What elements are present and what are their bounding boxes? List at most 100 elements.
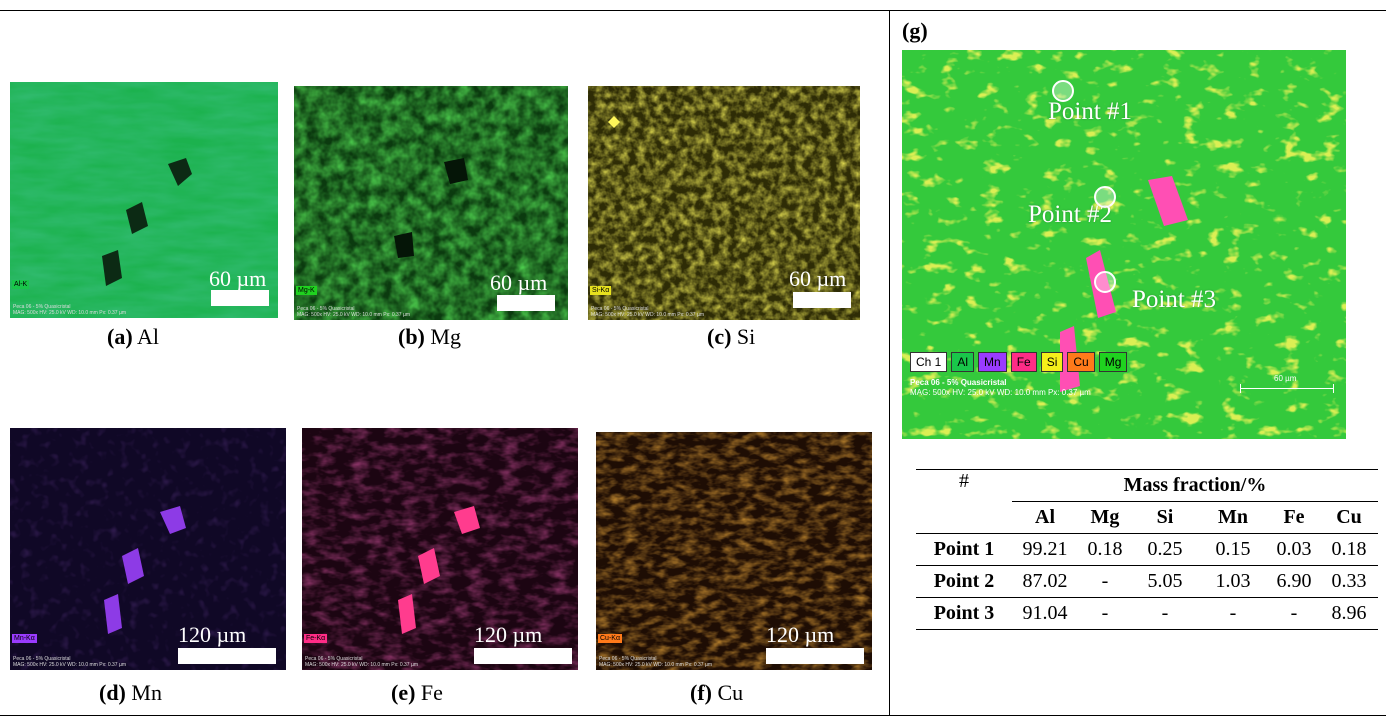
table-row: Point 2 87.02 - 5.05 1.03 6.90 0.33 [916,565,1378,598]
table-cell: 0.33 [1320,565,1378,598]
element-tag: Mn-Kα [12,634,37,643]
legend-chip: Fe [1010,352,1037,372]
column-header: Cu [1336,506,1362,528]
table-cell: 91.04 [1012,597,1078,630]
point-marker-1 [1052,80,1074,102]
table-cell: 6.90 [1268,565,1320,598]
scale-label: 120 µm [766,622,835,647]
element-tag: Cu-Kα [598,634,622,643]
table-cell: 0.03 [1268,533,1320,566]
table-cell: 5.05 [1132,565,1198,598]
image-metadata: Peca 06 - 5% Quasicristal MAG: 500x HV: … [305,656,419,668]
point-marker-2 [1094,186,1116,208]
table-cell: - [1132,597,1198,630]
point-marker-3 [1094,271,1116,293]
scale-label: 60 µm [1274,374,1297,383]
point-label-1: Point #1 [1048,98,1133,125]
scale-bar [766,648,864,664]
table-row: Point 1 99.21 0.18 0.25 0.15 0.03 0.18 [916,533,1378,566]
legend-chip: Ch 1 [910,352,948,372]
mg-map-image [294,86,568,320]
scale-label: 60 µm [490,270,548,295]
scale-label: 60 µm [789,266,847,291]
caption-d: (d) Mn [99,680,162,705]
scale-bar [793,292,851,308]
row-label: Point 3 [916,597,1012,630]
table-cell: - [1078,597,1132,630]
image-metadata: Peca 06 - 5% Quasicristal MAG: 500x HV: … [599,656,713,668]
scale-bar [211,290,269,306]
scale-label: 120 µm [178,622,247,647]
caption-g: (g) [902,18,928,43]
map-si: Si-Kα Peca 06 - 5% Quasicristal MAG: 500… [588,86,860,320]
image-metadata: Peca 06 - 5% Quasicristal MAG: 500x HV: … [591,306,705,318]
element-tag: Mg-K [296,286,317,295]
channel-legend: Ch 1 Al Mn Fe Si Cu Mg [910,352,1128,372]
image-metadata: Peca 06 - 5% Quasicristal MAG: 500x HV: … [297,306,411,318]
table-group-header: Mass fraction/% [1012,469,1378,502]
legend-chip: Mn [978,352,1007,372]
table-cell: - [1078,565,1132,598]
image-metadata: Peca 06 - 5% Quasicristal MAG: 500x HV: … [910,378,1091,397]
scale-bar [497,295,555,311]
row-label: Point 1 [916,533,1012,566]
table-cell: - [1268,597,1320,630]
scale-bar [178,648,276,664]
column-header: Al [1035,506,1055,528]
legend-chip: Mg [1098,352,1128,372]
composite-map-image [902,50,1346,439]
table-cell: 0.18 [1078,533,1132,566]
scale-bar [1240,384,1334,394]
legend-chip: Al [951,352,975,372]
table-row: Point 3 91.04 - - - - 8.96 [916,597,1378,630]
map-fe: Fe-Kα Peca 06 - 5% Quasicristal MAG: 500… [302,428,578,670]
si-map-image [588,86,860,320]
table-cell: 0.25 [1132,533,1198,566]
mn-map-image [10,428,286,670]
al-map-image [10,82,278,318]
table-cell: 0.15 [1198,533,1268,566]
image-metadata: Peca 06 - 5% Quasicristal MAG: 500x HV: … [13,304,127,316]
map-cu: Cu-Kα Peca 06 - 5% Quasicristal MAG: 500… [596,432,872,670]
composite-map: Point #1 Point #2 Point #3 Ch 1 Al Mn Fe… [902,50,1346,439]
bottom-rule [0,715,1386,716]
map-mg: Mg-K Peca 06 - 5% Quasicristal MAG: 500x… [294,86,568,320]
table-cell: 87.02 [1012,565,1078,598]
table-cell: - [1198,597,1268,630]
caption-a: (a) Al [107,324,159,349]
fe-map-image [302,428,578,670]
point-label-2: Point #2 [1028,201,1113,228]
cu-map-image [596,432,872,670]
legend-chip: Si [1040,352,1064,372]
table-cell: 0.18 [1320,533,1378,566]
point-label-3: Point #3 [1132,286,1217,313]
legend-chip: Cu [1067,352,1095,372]
caption-f: (f) Cu [690,680,744,705]
scale-label: 60 µm [209,266,267,291]
column-header: Fe [1283,506,1305,528]
column-header: Si [1156,506,1174,528]
table-cell: 99.21 [1012,533,1078,566]
element-tag: Fe-Kα [304,634,328,643]
element-tag: Si-Kα [590,286,612,295]
element-tag: Al-K [12,280,30,289]
map-mn: Mn-Kα Peca 06 - 5% Quasicristal MAG: 500… [10,428,286,670]
top-rule [0,10,1386,11]
column-divider [889,10,890,716]
row-label: Point 2 [916,565,1012,598]
table-header-row: # Mass fraction/% [916,469,1378,502]
table-cell: 8.96 [1320,597,1378,630]
table-cell: 1.03 [1198,565,1268,598]
column-header: Mn [1218,506,1248,528]
column-header: Mg [1090,506,1120,528]
caption-c: (c) Si [707,324,756,349]
scale-bar [474,648,572,664]
mass-fraction-table: # Mass fraction/% Al Mg Si Mn Fe Cu Poin… [916,469,1378,630]
table-corner: # [916,469,1012,502]
image-metadata: Peca 06 - 5% Quasicristal MAG: 500x HV: … [13,656,127,668]
scale-label: 120 µm [474,622,543,647]
table-column-row: Al Mg Si Mn Fe Cu [916,502,1378,534]
map-al: Al-K Peca 06 - 5% Quasicristal MAG: 500x… [10,82,278,318]
caption-e: (e) Fe [391,680,443,705]
caption-b: (b) Mg [398,324,461,349]
